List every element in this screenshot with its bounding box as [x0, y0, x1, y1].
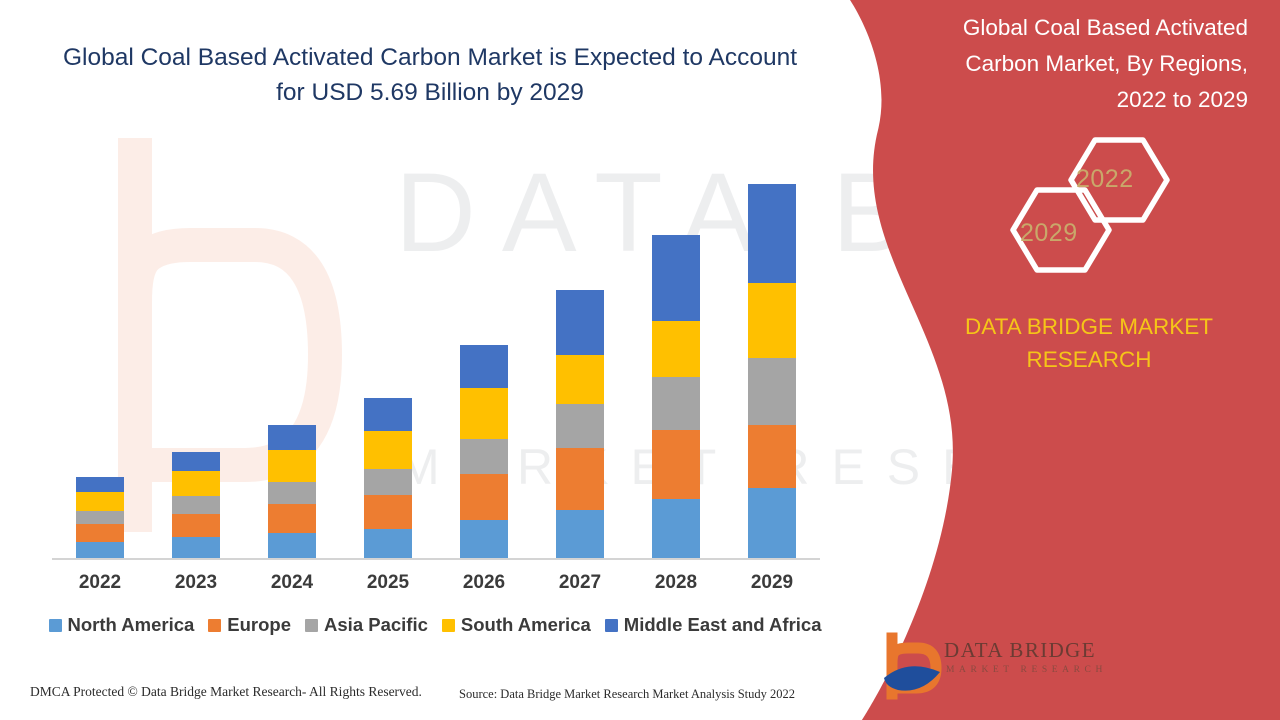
logo-subtitle: MARKET RESEARCH: [946, 665, 1107, 675]
bar-segment: [556, 448, 604, 510]
bar-stack: [460, 345, 508, 558]
bar-segment: [460, 345, 508, 388]
bar-column-2028: [628, 160, 724, 558]
stacked-bar-chart: [52, 160, 820, 558]
bar-segment: [172, 514, 220, 537]
logo-wordmark: DATA BRIDGE: [944, 638, 1096, 662]
bar-segment: [172, 496, 220, 514]
bar-column-2024: [244, 160, 340, 558]
bar-segment: [364, 431, 412, 469]
legend-swatch-icon: [208, 618, 222, 632]
bar-segment: [460, 520, 508, 558]
bar-segment: [364, 495, 412, 529]
hexagon-2029-icon: [1010, 187, 1112, 273]
bar-column-2023: [148, 160, 244, 558]
bar-column-2026: [436, 160, 532, 558]
legend-swatch-icon: [604, 618, 618, 632]
bar-segment: [76, 477, 124, 492]
legend-label: Middle East and Africa: [623, 614, 822, 635]
bar-column-2029: [724, 160, 820, 558]
bar-segment: [364, 469, 412, 495]
bar-segment: [76, 542, 124, 558]
bar-segment: [364, 398, 412, 431]
year-hexagons: [1010, 137, 1170, 273]
page-title: Global Coal Based Activated Carbon Marke…: [62, 44, 798, 106]
panel-content: Global Coal Based Activated Carbon Marke…: [930, 0, 1280, 720]
copyright-text: DMCA Protected © Data Bridge Market Rese…: [30, 684, 422, 699]
bar-segment: [556, 510, 604, 558]
dbmr-logo: DATA BRIDGE MARKET RESEARCH: [878, 632, 1108, 702]
legend-swatch-icon: [441, 618, 455, 632]
bar-segment: [460, 388, 508, 439]
bar-segment: [172, 452, 220, 471]
bar-segment: [748, 488, 796, 558]
bar-segment: [652, 499, 700, 558]
x-axis-label-2022: 2022: [78, 572, 122, 593]
bar-stack: [748, 184, 796, 558]
bar-segment: [268, 450, 316, 482]
hex-label-2029: 2029: [1020, 219, 1078, 247]
bar-segment: [76, 492, 124, 511]
bar-stack: [652, 235, 700, 558]
bar-segment: [748, 425, 796, 488]
bar-segment: [652, 321, 700, 377]
legend-item[interactable]: Middle East and Africa: [604, 614, 822, 636]
legend-item[interactable]: South America: [441, 614, 591, 636]
bar-segment: [652, 235, 700, 321]
bar-segment: [76, 511, 124, 524]
bar-segment: [364, 529, 412, 558]
bar-segment: [556, 355, 604, 404]
bar-stack: [268, 425, 316, 558]
bar-segment: [268, 425, 316, 450]
bar-segment: [556, 404, 604, 448]
bar-segment: [268, 533, 316, 558]
x-axis-label-2029: 2029: [750, 572, 794, 593]
legend-swatch-icon: [48, 618, 62, 632]
bar-stack: [172, 452, 220, 558]
bar-stack: [76, 477, 124, 558]
bar-segment: [76, 524, 124, 542]
legend-label: South America: [460, 614, 591, 635]
bar-segment: [748, 283, 796, 358]
bar-segment: [268, 504, 316, 533]
legend-label: Europe: [227, 614, 292, 635]
bar-column-2022: [52, 160, 148, 558]
bar-segment: [652, 430, 700, 499]
x-axis-label-2027: 2027: [558, 572, 602, 593]
bar-segment: [172, 471, 220, 496]
bar-segment: [748, 184, 796, 283]
x-axis-label-2028: 2028: [654, 572, 698, 593]
bar-segment: [268, 482, 316, 504]
brand-name: DATA BRIDGE MARKET RESEARCH: [965, 314, 1213, 372]
bar-segment: [556, 290, 604, 355]
hexagon-2022-icon: [1068, 137, 1170, 223]
legend-label: Asia Pacific: [324, 614, 428, 635]
bar-stack: [556, 290, 604, 558]
bar-segment: [460, 439, 508, 474]
bar-segment: [172, 537, 220, 558]
source-text: Source: Data Bridge Market Research Mark…: [459, 687, 796, 701]
legend-item[interactable]: Asia Pacific: [305, 614, 428, 636]
legend-swatch-icon: [305, 618, 319, 632]
legend-label: North America: [67, 614, 195, 635]
x-axis-label-2023: 2023: [174, 572, 218, 593]
x-axis-label-2025: 2025: [366, 572, 410, 593]
bar-column-2025: [340, 160, 436, 558]
x-axis-label-2024: 2024: [270, 572, 314, 593]
bar-segment: [748, 358, 796, 425]
panel-title: Global Coal Based Activated Carbon Marke…: [962, 15, 1248, 112]
chart-legend: North America Europe Asia Pacific South Ame…: [40, 614, 830, 636]
bar-segment: [652, 377, 700, 430]
x-axis-label-2026: 2026: [462, 572, 506, 593]
chart-baseline: [52, 558, 820, 560]
hex-label-2022: 2022: [1076, 165, 1134, 193]
legend-item[interactable]: Europe: [208, 614, 291, 636]
x-axis-labels: 2022 2023 2024 2025 2026 2027 2028 2029: [52, 572, 820, 594]
bar-stack: [364, 398, 412, 558]
bar-column-2027: [532, 160, 628, 558]
bar-segment: [460, 474, 508, 520]
legend-item[interactable]: North America: [48, 614, 195, 636]
dbmr-logo-mark-icon: [884, 632, 942, 700]
